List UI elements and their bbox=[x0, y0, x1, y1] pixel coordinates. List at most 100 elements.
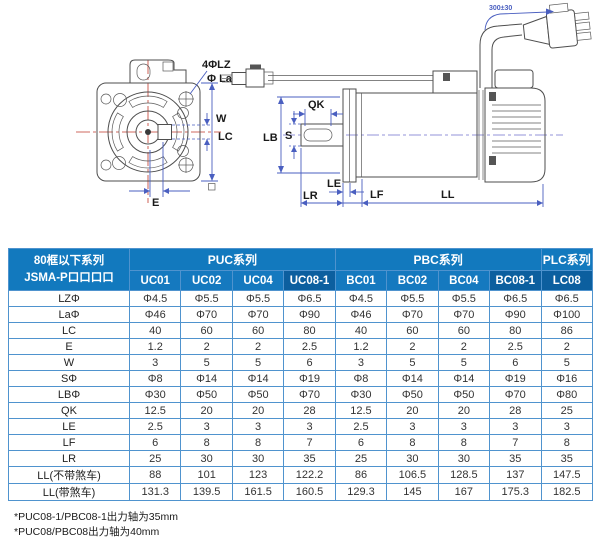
spec-cell: 86 bbox=[540, 322, 593, 339]
spec-cell: 147.5 bbox=[540, 466, 593, 484]
column-header-bc04: BC04 bbox=[437, 270, 491, 291]
dim-w: W bbox=[172, 113, 227, 151]
spec-cell: 2 bbox=[386, 338, 439, 355]
spec-cell: 122.2 bbox=[283, 466, 336, 484]
spec-cell: 101 bbox=[180, 466, 233, 484]
series-group-header-2: PBC系列 bbox=[334, 248, 542, 271]
keyway-square bbox=[157, 124, 172, 140]
dim-lc: LC bbox=[201, 82, 233, 191]
spec-cell: 30 bbox=[180, 450, 233, 467]
spec-cell: Φ6.5 bbox=[540, 290, 593, 307]
spec-cell: 3 bbox=[489, 418, 542, 435]
column-header-lc08: LC08 bbox=[540, 270, 593, 291]
spec-cell: Φ70 bbox=[231, 306, 285, 323]
dim-label-cable-length: 300±30 bbox=[489, 5, 512, 12]
row-label: LBΦ bbox=[8, 386, 130, 403]
column-header-uc02: UC02 bbox=[180, 270, 233, 291]
spec-cell: 40 bbox=[128, 322, 182, 339]
spec-cell: 35 bbox=[489, 450, 542, 467]
spec-cell: Φ50 bbox=[437, 386, 491, 403]
spec-cell: 25 bbox=[128, 450, 182, 467]
spec-cell: Φ19 bbox=[489, 370, 542, 387]
spec-cell: 128.5 bbox=[437, 466, 491, 484]
spec-cell: 6 bbox=[128, 434, 182, 451]
table-row: LL(带煞车) 131.3 139.5 161.5 160.5 129.3 145 167 17… bbox=[8, 483, 593, 501]
table-row: LaΦ Φ46 Φ70 Φ70 Φ90 Φ46 Φ70 Φ70 Φ90 Φ100 bbox=[8, 306, 593, 323]
row-label: QK bbox=[8, 402, 130, 419]
spec-cell: 86 bbox=[334, 466, 388, 484]
spec-cell: 12.5 bbox=[334, 402, 388, 419]
bolt-hole-leader bbox=[189, 70, 208, 95]
dim-label-w: W bbox=[216, 113, 227, 125]
spec-cell: 30 bbox=[386, 450, 439, 467]
table-row: LZΦ Φ4.5 Φ5.5 Φ5.5 Φ6.5 Φ4.5 Φ5.5 Φ5.5 Φ6.5 Φ6.5 bbox=[8, 290, 593, 307]
front-terminal-box bbox=[129, 59, 187, 83]
spec-cell: Φ8 bbox=[128, 370, 182, 387]
row-label: SΦ bbox=[8, 370, 130, 387]
table-row: LR 25 30 30 35 25 30 30 35 35 bbox=[8, 450, 593, 467]
column-header-uc01: UC01 bbox=[128, 270, 182, 291]
spec-cell: 88 bbox=[128, 466, 182, 484]
row-label: LaΦ bbox=[8, 306, 130, 323]
row-label: LL(不带煞车) bbox=[8, 466, 130, 484]
column-header-uc04: UC04 bbox=[231, 270, 285, 291]
spec-cell: Φ90 bbox=[489, 306, 542, 323]
spec-cell: 137 bbox=[489, 466, 542, 484]
spec-cell: 175.3 bbox=[489, 483, 542, 501]
spec-cell: 5 bbox=[180, 354, 233, 371]
spec-cell: 7 bbox=[283, 434, 336, 451]
slot-ring bbox=[111, 95, 185, 169]
table-row: LC 40 60 60 80 40 60 60 80 86 bbox=[8, 322, 593, 339]
dimension-drawing: 4ΦLZ Φ La LC W bbox=[0, 0, 600, 246]
spec-cell: 35 bbox=[283, 450, 336, 467]
spec-cell: 60 bbox=[437, 322, 491, 339]
series-group-header-3: PLC系列 bbox=[540, 248, 593, 271]
spec-cell: 8 bbox=[437, 434, 491, 451]
spec-cell: 60 bbox=[386, 322, 439, 339]
spec-cell: 3 bbox=[437, 418, 491, 435]
spec-cell: 2.5 bbox=[283, 338, 336, 355]
spec-cell: Φ14 bbox=[180, 370, 233, 387]
motor-dimension-svg: 4ΦLZ Φ La LC W bbox=[76, 2, 592, 209]
dim-label-lc: LC bbox=[218, 131, 233, 143]
column-header-bc08-1: BC08-1 bbox=[489, 270, 542, 291]
spec-table-body: LZΦ Φ4.5 Φ5.5 Φ5.5 Φ6.5 Φ4.5 Φ5.5 Φ5.5 Φ6.5 Φ6.5 L… bbox=[8, 290, 593, 501]
spec-cell: 8 bbox=[180, 434, 233, 451]
spec-cell: 5 bbox=[231, 354, 285, 371]
table-corner-title-line1: 80框以下系列 bbox=[33, 254, 105, 267]
footnotes: *PUC08-1/PBC08-1出力轴为35mm *PUC08/PBC08出力轴… bbox=[14, 510, 600, 540]
spec-cell: 2.5 bbox=[128, 418, 182, 435]
spec-cell: 80 bbox=[489, 322, 542, 339]
spec-cell: Φ50 bbox=[231, 386, 285, 403]
motor-body bbox=[355, 92, 478, 178]
table-row: LL(不带煞车) 88 101 123 122.2 86 106.5 128.5 137 147.… bbox=[8, 466, 593, 484]
dim-label-ll: LL bbox=[441, 189, 455, 201]
row-label: E bbox=[8, 338, 130, 355]
spec-cell: 28 bbox=[489, 402, 542, 419]
spec-cell: Φ5.5 bbox=[231, 290, 285, 307]
spec-cell: 145 bbox=[386, 483, 439, 501]
table-row: E 1.2 2 2 2.5 1.2 2 2 2.5 2 bbox=[8, 338, 593, 355]
spec-cell: 5 bbox=[386, 354, 439, 371]
spec-cell: 5 bbox=[540, 354, 593, 371]
spec-cell: 8 bbox=[386, 434, 439, 451]
spec-cell: Φ50 bbox=[180, 386, 233, 403]
side-view: 300±30 QK S LB bbox=[222, 2, 592, 207]
spec-cell: 167 bbox=[437, 483, 491, 501]
spec-cell: 3 bbox=[231, 418, 285, 435]
spec-cell: Φ70 bbox=[283, 386, 336, 403]
dim-label-s: S bbox=[285, 130, 292, 142]
dim-label-qk: QK bbox=[308, 99, 325, 111]
spec-table-wrap: 80框以下系列 JSMA-P口口口口 PUC系列 PBC系列 PLC系列 UC01 UC02… bbox=[0, 246, 600, 501]
spec-cell: 60 bbox=[231, 322, 285, 339]
spec-cell: 161.5 bbox=[231, 483, 285, 501]
footnote-1: *PUC08-1/PBC08-1出力轴为35mm bbox=[14, 511, 178, 523]
column-header-bc01: BC01 bbox=[334, 270, 388, 291]
spec-cell: 129.3 bbox=[334, 483, 388, 501]
table-corner-title-line2: JSMA-P口口口口 bbox=[24, 271, 114, 284]
spec-cell: 160.5 bbox=[283, 483, 336, 501]
flange-outline bbox=[96, 82, 201, 182]
spec-cell: 2 bbox=[437, 338, 491, 355]
spec-cell: 2 bbox=[540, 338, 593, 355]
